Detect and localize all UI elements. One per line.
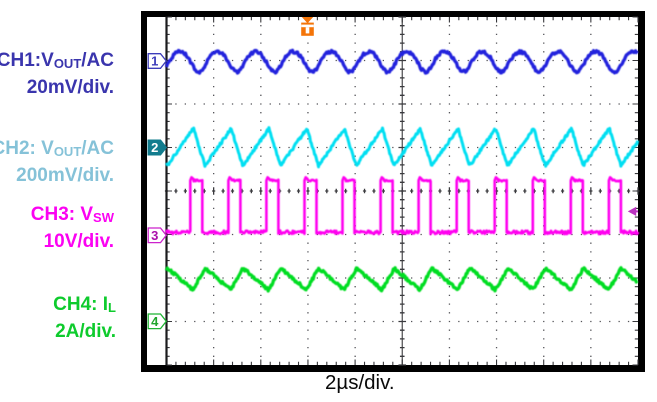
- svg-text:1: 1: [151, 54, 158, 69]
- svg-text:3: 3: [151, 228, 158, 243]
- svg-text:4: 4: [151, 314, 159, 329]
- svg-text:2: 2: [151, 140, 158, 155]
